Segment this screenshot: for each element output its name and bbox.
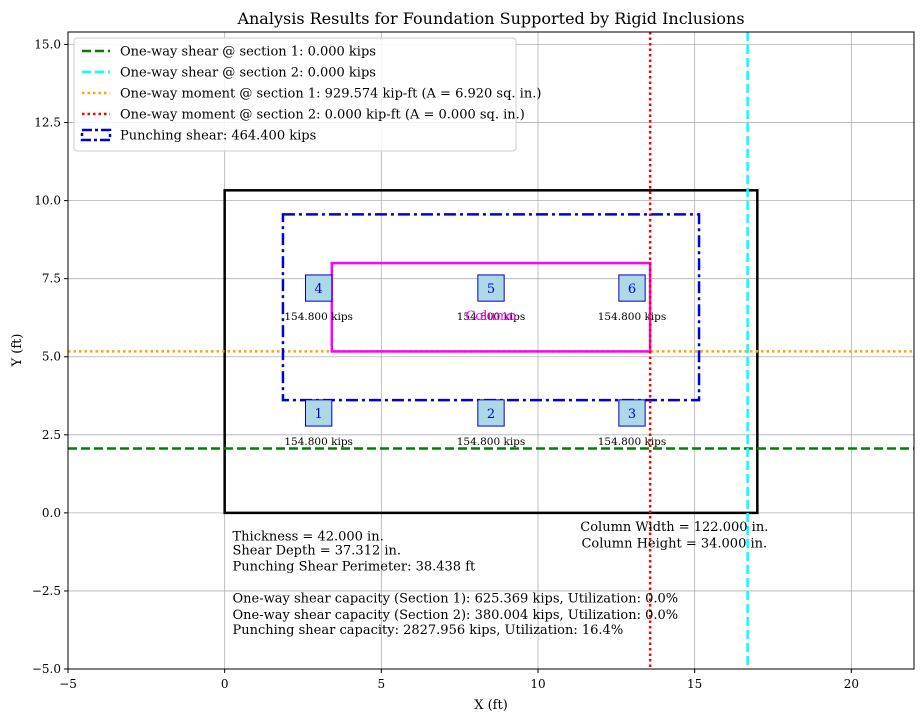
legend-label-1: One-way shear @ section 2: 0.000 kips [120,66,376,81]
annotation-text: Thickness = 42.000 in.Shear Depth = 37.3… [233,520,769,638]
y-tick-label: 5.0 [42,350,61,364]
x-tick-label: 20 [844,677,859,691]
axis-ticks: −5 0 5 10 15 20−5.0−2.50.02.55.07.510.012.515… [32,37,859,691]
y-tick-label: 12.5 [34,116,61,130]
note-right-0: Column Width = 122.000 in. [580,520,768,535]
chart-title: Analysis Results for Foundation Supporte… [236,9,744,28]
legend-label-4: Punching shear: 464.400 kips [120,129,316,144]
legend: One-way shear @ section 1: 0.000 kips One… [73,37,541,152]
inclusion-id-label: 3 [628,407,636,422]
y-axis-label: Y (ft) [10,334,25,368]
inclusion-load-label: 154.800 kips [284,436,353,448]
inclusion-id-label: 1 [315,407,323,422]
legend-label-2: One-way moment @ section 1: 929.574 kip-… [120,87,541,102]
y-tick-label: 2.5 [42,428,61,442]
note-left-5: Punching shear capacity: 2827.956 kips, … [233,623,624,638]
inclusion-box [305,274,333,302]
inclusion-load-label: 154.800 kips [598,436,667,448]
inclusion-load-label: 154.800 kips [457,311,526,323]
x-tick-label: 15 [687,677,702,691]
x-axis-label: X (ft) [474,698,508,713]
note-right-1: Column Height = 34.000 in. [581,536,767,551]
inclusion-box [477,274,505,302]
note-left-3: One-way shear capacity (Section 1): 625.… [233,592,679,607]
inclusion-load-label: 154.800 kips [457,436,526,448]
inclusion-box [305,399,333,427]
y-tick-label: −5.0 [32,662,61,676]
inclusion-5: 5 154.800 kips [457,274,526,323]
inclusion-box [477,399,505,427]
plot-frame [67,31,915,670]
legend-label-3: One-way moment @ section 2: 0.000 kip-ft… [120,108,525,123]
note-left-4: One-way shear capacity (Section 2): 380.… [233,608,679,623]
inclusion-id-label: 6 [628,282,636,297]
note-left-2: Punching Shear Perimeter: 38.438 ft [233,560,477,575]
x-tick-label: 5 [378,677,386,691]
inclusion-box [618,274,646,302]
y-tick-label: −2.5 [32,584,61,598]
inclusion-load-label: 154.800 kips [284,311,353,323]
x-tick-label: 0 [221,677,229,691]
column-label: Column [465,309,517,324]
inclusion-2: 2 154.800 kips [457,399,526,448]
y-tick-label: 7.5 [42,272,61,286]
y-tick-label: 10.0 [34,194,61,208]
inclusion-id-label: 5 [487,282,495,297]
x-tick-label: 10 [530,677,545,691]
inclusion-box [618,399,646,427]
note-left-1: Shear Depth = 37.312 in. [233,543,402,558]
y-tick-label: 15.0 [34,37,61,51]
note-left-0: Thickness = 42.000 in. [233,529,384,544]
inclusion-4: 4 154.800 kips [284,274,353,323]
inclusion-1: 1 154.800 kips [284,399,353,448]
inclusion-id-label: 2 [487,407,495,422]
legend-box [73,37,517,152]
x-tick-label: −5 [59,677,77,691]
legend-label-0: One-way shear @ section 1: 0.000 kips [120,45,376,60]
y-tick-label: 0.0 [42,506,61,520]
legend-swatch-4 [80,128,112,142]
inclusion-load-label: 154.800 kips [598,311,667,323]
inclusion-id-label: 4 [315,282,323,297]
